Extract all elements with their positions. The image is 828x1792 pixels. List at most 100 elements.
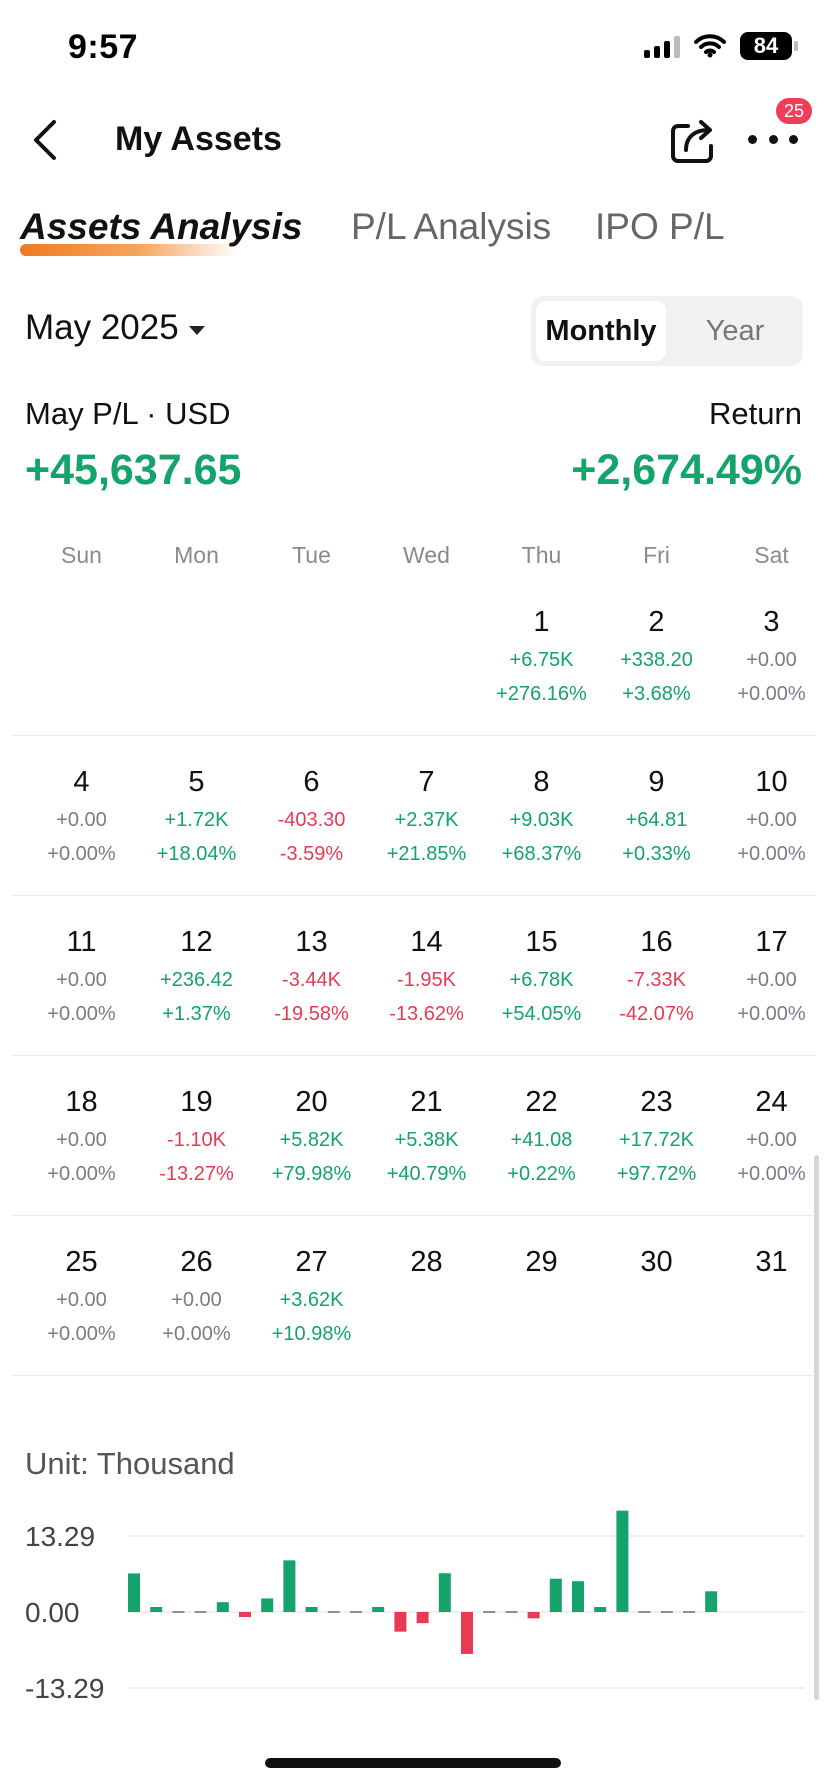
calendar-day[interactable]: 2 +338.20 +3.68% bbox=[599, 604, 714, 706]
chart-bar bbox=[549, 1578, 562, 1612]
calendar-day[interactable]: 7 +2.37K +21.85% bbox=[369, 764, 484, 866]
day-number: 25 bbox=[65, 1246, 98, 1278]
calendar-day[interactable]: 9 +64.81 +0.33% bbox=[599, 764, 714, 866]
chart-bar bbox=[527, 1612, 540, 1619]
calendar-day[interactable]: 28 bbox=[369, 1244, 484, 1280]
calendar-day[interactable]: 4 +0.00 +0.00% bbox=[24, 764, 139, 866]
day-number: 17 bbox=[755, 926, 788, 958]
day-pl-percent: +0.00% bbox=[47, 843, 116, 865]
calendar-day[interactable]: 27 +3.62K +10.98% bbox=[254, 1244, 369, 1346]
calendar-day[interactable]: 11 +0.00 +0.00% bbox=[24, 924, 139, 1026]
day-pl-percent: +0.00% bbox=[47, 1163, 116, 1185]
calendar-day[interactable]: 25 +0.00 +0.00% bbox=[24, 1244, 139, 1346]
calendar-day[interactable]: 23 +17.72K +97.72% bbox=[599, 1084, 714, 1186]
page-title: My Assets bbox=[115, 120, 282, 158]
day-number: 30 bbox=[640, 1246, 673, 1278]
calendar-day[interactable]: 21 +5.38K +40.79% bbox=[369, 1084, 484, 1186]
day-pl-percent: +1.37% bbox=[162, 1003, 231, 1025]
day-pl-percent: -19.58% bbox=[274, 1003, 349, 1025]
weekday-header: Sun Mon Tue Wed Thu Fri Sat bbox=[0, 530, 828, 576]
status-bar: 9:57 84 bbox=[0, 0, 828, 100]
chart-bar bbox=[305, 1607, 318, 1612]
calendar-day[interactable]: 22 +41.08 +0.22% bbox=[484, 1084, 599, 1186]
calendar-day[interactable]: 10 +0.00 +0.00% bbox=[714, 764, 828, 866]
chart-unit-label: Unit: Thousand bbox=[25, 1446, 235, 1481]
pl-label: May P/L · USD bbox=[25, 396, 231, 431]
weekday-sun: Sun bbox=[61, 542, 102, 568]
calendar-day[interactable]: 30 bbox=[599, 1244, 714, 1280]
calendar-day[interactable]: 14 -1.95K -13.62% bbox=[369, 924, 484, 1026]
day-pl-value: -3.44K bbox=[282, 969, 341, 991]
calendar-week: 1 +6.75K +276.16% 2 +338.20 +3.68% 3 +0.00 +0.00… bbox=[12, 576, 816, 736]
day-number: 26 bbox=[180, 1246, 213, 1278]
caret-down-icon bbox=[188, 325, 205, 335]
day-pl-percent: +0.00% bbox=[737, 1003, 806, 1025]
cellular-signal-icon bbox=[644, 34, 680, 58]
day-pl-value: +41.08 bbox=[510, 1129, 573, 1151]
chart-bar bbox=[150, 1607, 163, 1612]
calendar-day[interactable]: 1 +6.75K +276.16% bbox=[484, 604, 599, 706]
month-selector[interactable]: May 2025 bbox=[25, 308, 205, 348]
tab-pl-analysis[interactable]: P/L Analysis bbox=[351, 206, 552, 247]
day-number: 16 bbox=[640, 926, 673, 958]
day-pl-value: +5.38K bbox=[394, 1129, 459, 1151]
calendar-day[interactable]: 19 -1.10K -13.27% bbox=[139, 1084, 254, 1186]
pl-value: +45,637.65 bbox=[25, 446, 242, 494]
calendar-day[interactable]: 15 +6.78K +54.05% bbox=[484, 924, 599, 1026]
chart-bar bbox=[372, 1607, 385, 1612]
y-tick-label: -13.29 bbox=[25, 1673, 104, 1704]
battery-icon: 84 bbox=[740, 32, 798, 60]
calendar-day[interactable]: 18 +0.00 +0.00% bbox=[24, 1084, 139, 1186]
chart-bar bbox=[394, 1612, 407, 1632]
calendar-day[interactable]: 20 +5.82K +79.98% bbox=[254, 1084, 369, 1186]
day-pl-percent: +0.00% bbox=[737, 1163, 806, 1185]
toggle-monthly[interactable]: Monthly bbox=[536, 301, 666, 361]
day-pl-value: +0.00 bbox=[56, 809, 107, 831]
tab-ipo-pl[interactable]: IPO P/L bbox=[595, 206, 725, 247]
calendar-day[interactable]: 31 bbox=[714, 1244, 828, 1280]
day-number: 7 bbox=[418, 766, 435, 798]
tab-assets-analysis[interactable]: Assets Analysis bbox=[20, 206, 303, 247]
day-number: 29 bbox=[525, 1246, 558, 1278]
calendar-day[interactable]: 12 +236.42 +1.37% bbox=[139, 924, 254, 1026]
day-pl-percent: +97.72% bbox=[616, 1163, 697, 1185]
calendar-day[interactable]: 13 -3.44K -19.58% bbox=[254, 924, 369, 1026]
day-number: 2 bbox=[648, 606, 665, 638]
day-pl-percent: +276.16% bbox=[496, 683, 587, 705]
pl-calendar: Sun Mon Tue Wed Thu Fri Sat 1 +6.75K +276.16% 2 +3… bbox=[0, 530, 828, 1376]
more-options-icon[interactable] bbox=[748, 124, 798, 154]
day-pl-percent: +0.22% bbox=[507, 1163, 576, 1185]
day-number: 23 bbox=[640, 1086, 673, 1118]
return-value: +2,674.49% bbox=[571, 446, 802, 494]
calendar-day[interactable]: 8 +9.03K +68.37% bbox=[484, 764, 599, 866]
day-pl-percent: +21.85% bbox=[386, 843, 467, 865]
chart-bar bbox=[216, 1602, 229, 1612]
day-pl-value: +2.37K bbox=[394, 809, 459, 831]
day-pl-percent: +0.00% bbox=[47, 1323, 116, 1345]
chart-bar bbox=[239, 1612, 251, 1617]
day-number: 31 bbox=[755, 1246, 788, 1278]
day-pl-percent: -42.07% bbox=[619, 1003, 694, 1025]
calendar-day[interactable]: 24 +0.00 +0.00% bbox=[714, 1084, 828, 1186]
chart-bar bbox=[416, 1612, 429, 1624]
calendar-day[interactable]: 26 +0.00 +0.00% bbox=[139, 1244, 254, 1346]
calendar-week: 18 +0.00 +0.00% 19 -1.10K -13.27% 20 +5.82K +79.… bbox=[12, 1056, 816, 1216]
day-pl-percent: +0.00% bbox=[162, 1323, 231, 1345]
share-icon[interactable] bbox=[668, 114, 718, 166]
day-number: 22 bbox=[525, 1086, 558, 1118]
day-number: 1 bbox=[533, 606, 550, 638]
day-number: 12 bbox=[180, 926, 213, 958]
calendar-day[interactable]: 3 +0.00 +0.00% bbox=[714, 604, 828, 706]
day-pl-value: +0.00 bbox=[746, 809, 797, 831]
calendar-day[interactable]: 5 +1.72K +18.04% bbox=[139, 764, 254, 866]
calendar-day[interactable]: 6 -403.30 -3.59% bbox=[254, 764, 369, 866]
home-indicator[interactable] bbox=[265, 1758, 561, 1768]
calendar-day[interactable]: 17 +0.00 +0.00% bbox=[714, 924, 828, 1026]
calendar-day[interactable]: 16 -7.33K -42.07% bbox=[599, 924, 714, 1026]
day-pl-percent: +79.98% bbox=[271, 1163, 352, 1185]
day-number: 10 bbox=[755, 766, 788, 798]
battery-level: 84 bbox=[753, 33, 779, 58]
toggle-year[interactable]: Year bbox=[705, 315, 765, 347]
back-icon[interactable] bbox=[24, 116, 72, 164]
calendar-day[interactable]: 29 bbox=[484, 1244, 599, 1280]
